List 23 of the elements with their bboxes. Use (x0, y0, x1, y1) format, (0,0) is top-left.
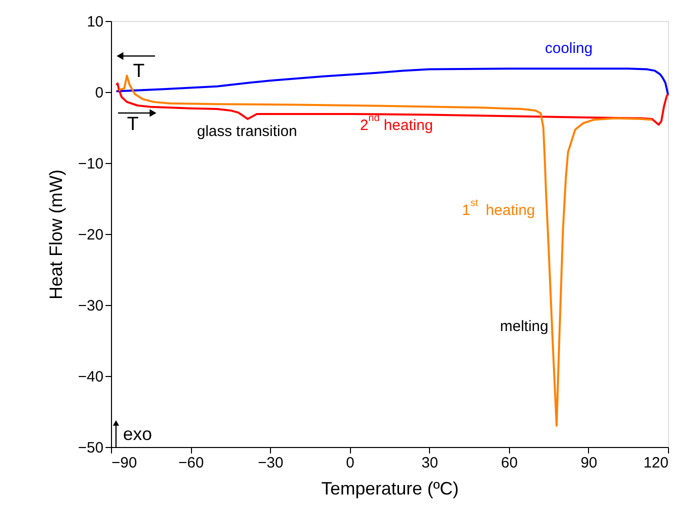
annotation: T (133, 61, 145, 82)
y-tick-label: −30 (78, 298, 104, 314)
annotation: glass transition (197, 123, 298, 140)
annotation: exo (123, 424, 152, 444)
series-label: cooling (545, 40, 593, 57)
x-tick-label: 60 (501, 454, 518, 472)
annotation: T (127, 114, 139, 135)
x-tick-label: 90 (580, 454, 598, 472)
y-tick-label: 0 (95, 84, 104, 102)
y-tick-label: −10 (78, 156, 104, 172)
x-axis-title: Temperature (ºC) (321, 478, 459, 498)
y-tick-label: −20 (78, 226, 104, 244)
y-tick-label: −50 (78, 440, 104, 456)
x-tick-label: 120 (643, 454, 668, 472)
x-tick-label: 0 (346, 454, 354, 472)
x-tick-label: 30 (421, 454, 438, 472)
x-tick-label: −30 (258, 454, 284, 472)
y-tick-label: −40 (78, 368, 104, 386)
y-axis-title: Heat Flow (mW) (46, 170, 66, 300)
x-tick-label: −90 (112, 454, 137, 472)
x-tick-label: −60 (178, 454, 204, 472)
y-tick-label: 10 (86, 14, 104, 30)
annotation: melting (500, 318, 548, 335)
